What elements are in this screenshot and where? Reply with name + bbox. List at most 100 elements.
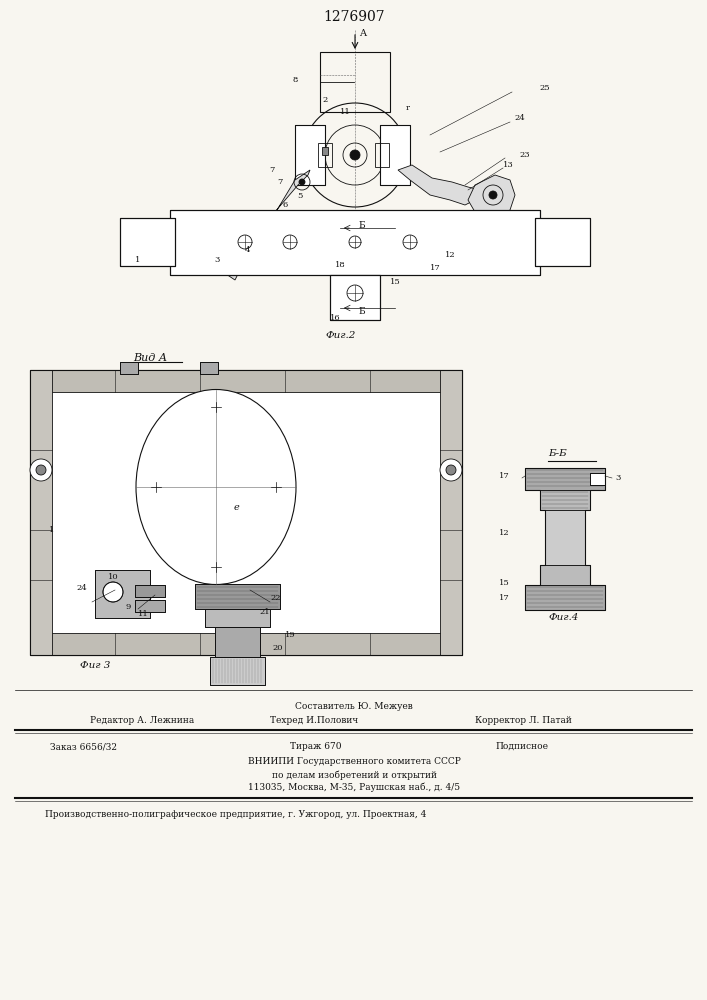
Text: 11: 11 [138,610,148,618]
Text: 13: 13 [503,161,513,169]
Text: Производственно-полиграфическое предприятие, г. Ужгород, ул. Проектная, 4: Производственно-полиграфическое предприя… [45,810,426,819]
Text: 16: 16 [329,314,340,322]
Bar [135,600,165,612]
Text: 25: 25 [539,84,550,92]
Text: ВНИИПИ Государственного комитета СССР: ВНИИПИ Государственного комитета СССР [247,757,460,766]
Circle shape [103,582,123,602]
Bar [135,600,165,612]
Circle shape [440,459,462,481]
Text: 10: 10 [107,573,118,581]
Bar [120,218,175,266]
Text: 17: 17 [499,472,510,480]
Bar [210,657,265,685]
Text: 5: 5 [298,192,303,200]
Bar [380,125,410,185]
Text: 12: 12 [499,529,510,537]
Bar [205,609,270,627]
Text: 24: 24 [515,114,525,122]
Text: 113035, Москва, М-35, Раушская наб., д. 4/5: 113035, Москва, М-35, Раушская наб., д. … [248,783,460,792]
Text: 8: 8 [292,76,298,84]
Text: Б: Б [358,221,366,230]
Bar [195,584,280,609]
Text: Фиг.2: Фиг.2 [325,330,356,340]
Text: 15: 15 [390,278,400,286]
Bar [30,370,462,655]
Text: Б-Б: Б-Б [548,448,567,458]
Text: 22: 22 [271,594,281,602]
Text: 9: 9 [125,603,131,611]
Bar [525,468,605,490]
Circle shape [36,465,46,475]
Bar [322,147,328,155]
Text: 15: 15 [499,579,510,587]
Text: 17: 17 [499,594,510,602]
Bar [215,627,260,657]
Bar [590,473,605,485]
Text: 1276907: 1276907 [323,10,385,24]
Bar [330,275,380,320]
Bar [320,52,390,112]
Text: Корректор Л. Патай: Корректор Л. Патай [475,716,572,725]
Text: 3: 3 [615,474,620,482]
Bar [170,210,540,275]
Bar [440,370,462,655]
Bar [540,490,590,510]
Text: 6: 6 [282,201,288,209]
Polygon shape [468,175,515,218]
Bar [205,609,270,627]
Bar [295,125,325,185]
Bar [525,585,605,610]
Text: 24: 24 [76,584,88,592]
Bar [210,657,265,685]
Text: e: e [233,502,239,512]
Bar [195,584,280,609]
Text: 21: 21 [259,608,270,616]
Text: 1: 1 [49,526,54,534]
Circle shape [350,150,360,160]
Bar [95,570,150,618]
Text: по делам изобретений и открытий: по делам изобретений и открытий [271,770,436,780]
Bar [535,218,590,266]
Bar [120,362,138,374]
Text: A: A [359,29,366,38]
Bar [30,370,52,655]
Text: 2: 2 [322,96,327,104]
Bar [295,125,325,185]
Text: Составитель Ю. Межуев: Составитель Ю. Межуев [295,702,413,711]
Circle shape [30,459,52,481]
Bar [375,143,389,167]
Bar [380,125,410,185]
Text: Фиг 3: Фиг 3 [80,662,110,670]
Text: Редактор А. Лежнина: Редактор А. Лежнина [90,716,194,725]
Bar [135,585,165,597]
Text: 19: 19 [285,631,296,639]
Text: 7: 7 [269,166,275,174]
Text: Заказ 6656/32: Заказ 6656/32 [50,742,117,751]
Bar [95,570,150,618]
Bar [535,218,590,266]
Polygon shape [220,170,310,280]
Bar [590,473,605,485]
Text: Фиг.4: Фиг.4 [548,613,578,622]
Text: 4: 4 [244,246,250,254]
Bar [330,275,380,320]
Bar [30,633,462,655]
Polygon shape [398,165,480,205]
Bar [135,585,165,597]
Bar [540,565,590,585]
Bar [215,627,260,657]
Bar [200,362,218,374]
Text: 17: 17 [430,264,440,272]
Text: 11: 11 [339,108,351,116]
Circle shape [446,465,456,475]
Circle shape [299,179,305,185]
Bar [318,143,332,167]
Bar [120,218,175,266]
Text: 12: 12 [445,251,455,259]
Text: Вид А: Вид А [133,353,167,363]
Text: 23: 23 [520,151,530,159]
Bar [200,362,218,374]
Bar [30,370,462,392]
Text: r: r [406,104,410,112]
Text: 18: 18 [334,261,346,269]
